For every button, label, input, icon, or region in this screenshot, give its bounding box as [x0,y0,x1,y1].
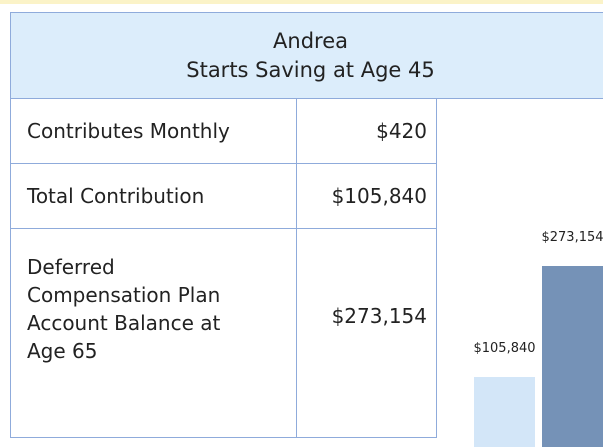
bar [542,266,603,447]
header: Andrea Starts Saving at Age 45 [10,12,603,99]
row-value: $420 [296,98,437,164]
row-label: Deferred Compensation Plan Account Balan… [10,228,297,438]
bar-value-label: $105,840 [473,340,536,356]
header-name: Andrea [273,29,348,53]
row-label: Total Contribution [10,163,297,229]
row-label: Contributes Monthly [10,98,297,164]
header-subtitle: Starts Saving at Age 45 [186,58,435,82]
row-value: $105,840 [296,163,437,229]
top-border [0,0,603,4]
bar [474,376,535,447]
bar-value-label: $273,154 [541,230,603,245]
row-value: $273,154 [296,228,437,438]
